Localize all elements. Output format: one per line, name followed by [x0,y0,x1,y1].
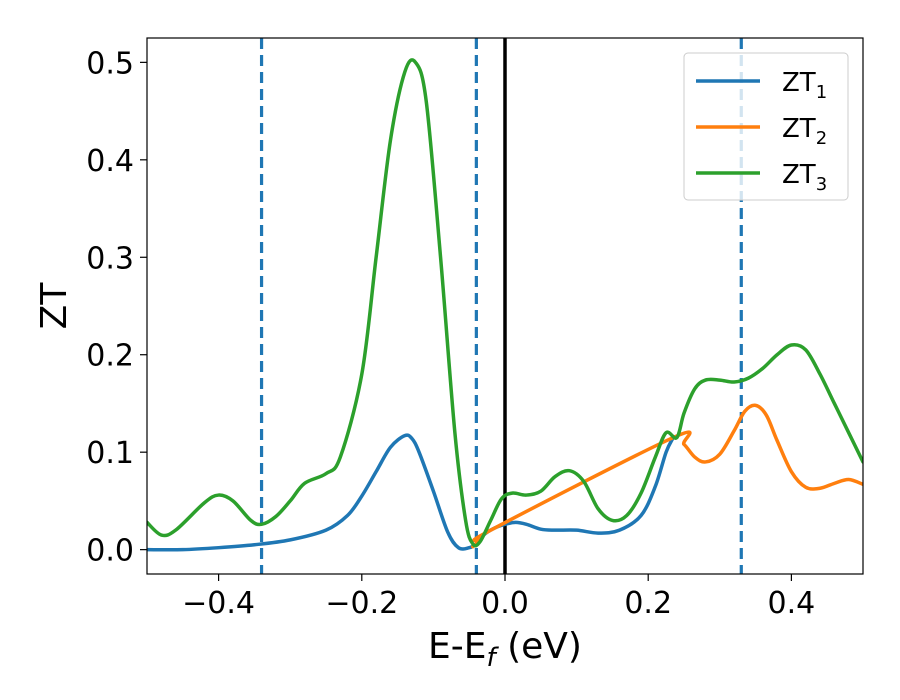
x-tick-label: 0.2 [624,586,672,621]
y-tick-label: 0.3 [86,241,134,276]
reference-lines [259,38,743,574]
x-axis-label: E-Ef (eV) [428,626,582,673]
series-line-zt1 [147,433,676,552]
series-line-zt3 [147,58,863,548]
y-tick-label: 0.1 [86,436,134,471]
x-tick-label: 0.4 [768,586,816,621]
x-tick-label: −0.2 [325,586,398,621]
y-axis-label: ZT [34,282,75,330]
legend-label-zt2: ZT2 [782,114,827,149]
y-tick-label: 0.5 [86,46,134,81]
x-axis-ticks: −0.4 −0.2 0.0 0.2 0.4 [182,574,815,621]
legend: ZT1 ZT2 ZT3 [683,52,849,201]
y-tick-label: 0.4 [86,144,134,179]
y-axis-ticks: 0.0 0.1 0.2 0.3 0.4 0.5 [86,46,147,569]
y-tick-label: 0.2 [86,339,134,374]
y-tick-label: 0.0 [86,534,134,569]
legend-label-zt3: ZT3 [782,160,827,195]
series-lines [147,58,863,552]
x-tick-label: 0.0 [481,586,529,621]
legend-box [683,52,849,201]
legend-label-zt1: ZT1 [782,68,827,103]
x-tick-label: −0.4 [182,586,255,621]
series-line-zt2 [471,403,863,549]
